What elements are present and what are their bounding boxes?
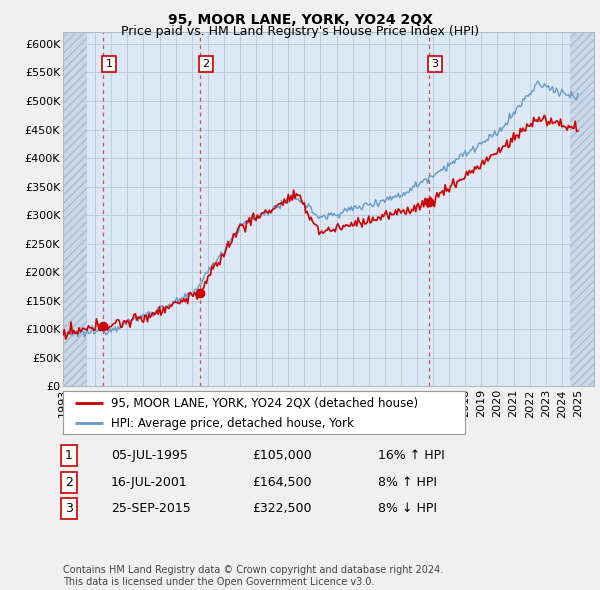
Text: £105,000: £105,000	[252, 449, 312, 462]
Text: 3: 3	[431, 59, 439, 69]
Text: 3: 3	[65, 502, 73, 515]
Text: 95, MOOR LANE, YORK, YO24 2QX: 95, MOOR LANE, YORK, YO24 2QX	[167, 13, 433, 27]
Text: 16% ↑ HPI: 16% ↑ HPI	[378, 449, 445, 462]
Text: Contains HM Land Registry data © Crown copyright and database right 2024.
This d: Contains HM Land Registry data © Crown c…	[63, 565, 443, 587]
Text: 16-JUL-2001: 16-JUL-2001	[111, 476, 188, 489]
Text: 2: 2	[65, 476, 73, 489]
Text: 1: 1	[106, 59, 113, 69]
Text: 2: 2	[202, 59, 209, 69]
Text: 05-JUL-1995: 05-JUL-1995	[111, 449, 188, 462]
Text: 8% ↓ HPI: 8% ↓ HPI	[378, 502, 437, 515]
Text: 1: 1	[65, 449, 73, 462]
Text: Price paid vs. HM Land Registry's House Price Index (HPI): Price paid vs. HM Land Registry's House …	[121, 25, 479, 38]
Text: £164,500: £164,500	[252, 476, 311, 489]
Text: 95, MOOR LANE, YORK, YO24 2QX (detached house): 95, MOOR LANE, YORK, YO24 2QX (detached …	[111, 396, 418, 409]
Text: 25-SEP-2015: 25-SEP-2015	[111, 502, 191, 515]
Text: HPI: Average price, detached house, York: HPI: Average price, detached house, York	[111, 417, 354, 430]
Text: 8% ↑ HPI: 8% ↑ HPI	[378, 476, 437, 489]
Text: £322,500: £322,500	[252, 502, 311, 515]
